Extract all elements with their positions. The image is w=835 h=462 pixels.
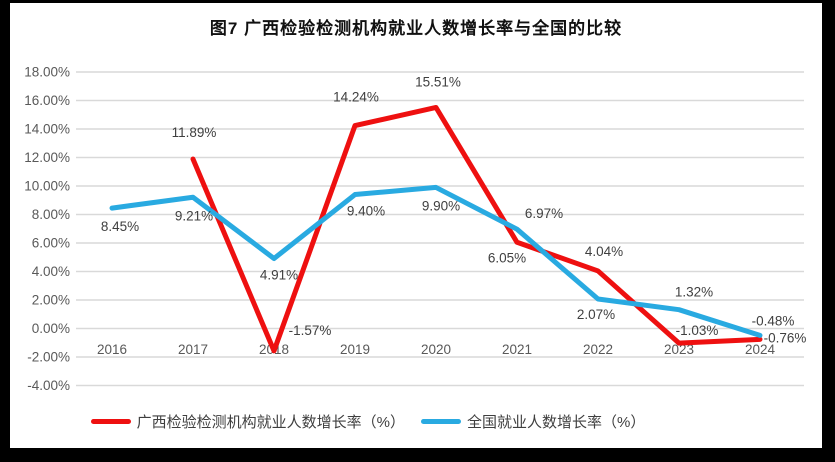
data-label: -1.57%	[289, 323, 332, 338]
data-label: 9.90%	[422, 198, 460, 213]
data-label: 9.21%	[175, 208, 213, 223]
y-axis-tick-label: 2.00%	[32, 293, 70, 308]
data-label: 11.89%	[172, 125, 217, 140]
chart-legend: 广西检验检测机构就业人数增长率（%） 全国就业人数增长率（%）	[0, 411, 774, 432]
y-axis-tick-label: 10.00%	[24, 179, 70, 194]
legend-swatch-guangxi	[90, 419, 131, 424]
y-axis-tick-label: 12.00%	[24, 150, 70, 165]
series-line-guangxi	[190, 104, 763, 354]
legend-item: 全国就业人数增长率（%）	[421, 411, 645, 432]
data-label: 4.04%	[585, 244, 623, 259]
line-chart-plot: 18.00% 16.00% 14.00% 12.00% 10.00% 8.00% 6.00%…	[24, 65, 807, 394]
x-axis-tick-label: 2016	[97, 342, 127, 357]
legend-item: 广西检验检测机构就业人数增长率（%）	[90, 411, 405, 432]
y-axis-tick-label: 8.00%	[32, 207, 70, 222]
x-axis-tick-label: 2020	[421, 342, 451, 357]
legend-swatch-national	[421, 419, 461, 424]
series-line-national	[109, 184, 763, 338]
y-axis-tick-label: 4.00%	[32, 264, 70, 279]
y-axis-tick-label: 0.00%	[32, 321, 70, 336]
chart-canvas: 图7 广西检验检测机构就业人数增长率与全国的比较 18.00% 16.00% 14.…	[10, 3, 822, 448]
x-axis-tick-label: 2019	[340, 342, 370, 357]
y-axis-tick-label: 16.00%	[24, 93, 70, 108]
data-label: 14.24%	[333, 90, 379, 105]
legend-label-guangxi: 广西检验检测机构就业人数增长率（%）	[136, 414, 405, 431]
data-label: 2.07%	[577, 307, 615, 322]
y-axis-tick-label: 6.00%	[32, 236, 70, 251]
x-axis-tick-label: 2021	[502, 342, 532, 357]
data-label: 15.51%	[415, 74, 461, 89]
data-label: 9.40%	[347, 204, 385, 219]
x-axis-tick-label: 2022	[583, 342, 613, 357]
y-axis-tick-label: 14.00%	[24, 122, 70, 137]
chart-title: 图7 广西检验检测机构就业人数增长率与全国的比较	[209, 19, 623, 38]
y-axis-tick-label: 18.00%	[24, 65, 70, 80]
x-axis-tick-label: 2023	[664, 342, 694, 357]
x-axis-tick-label: 2017	[178, 342, 208, 357]
data-label: 1.32%	[675, 285, 713, 300]
data-label: -0.48%	[752, 313, 795, 328]
legend-label-national: 全国就业人数增长率（%）	[467, 414, 646, 431]
data-label: -1.03%	[676, 323, 719, 338]
data-label: 4.91%	[260, 268, 298, 283]
data-label: 6.97%	[525, 206, 563, 221]
data-label: 6.05%	[488, 250, 526, 265]
y-axis-tick-label: -4.00%	[27, 378, 70, 393]
y-axis-tick-label: -2.00%	[27, 350, 70, 365]
data-label: 8.45%	[101, 219, 139, 234]
x-axis-tick-label: 2024	[745, 342, 776, 357]
data-label: -0.76%	[764, 330, 807, 345]
